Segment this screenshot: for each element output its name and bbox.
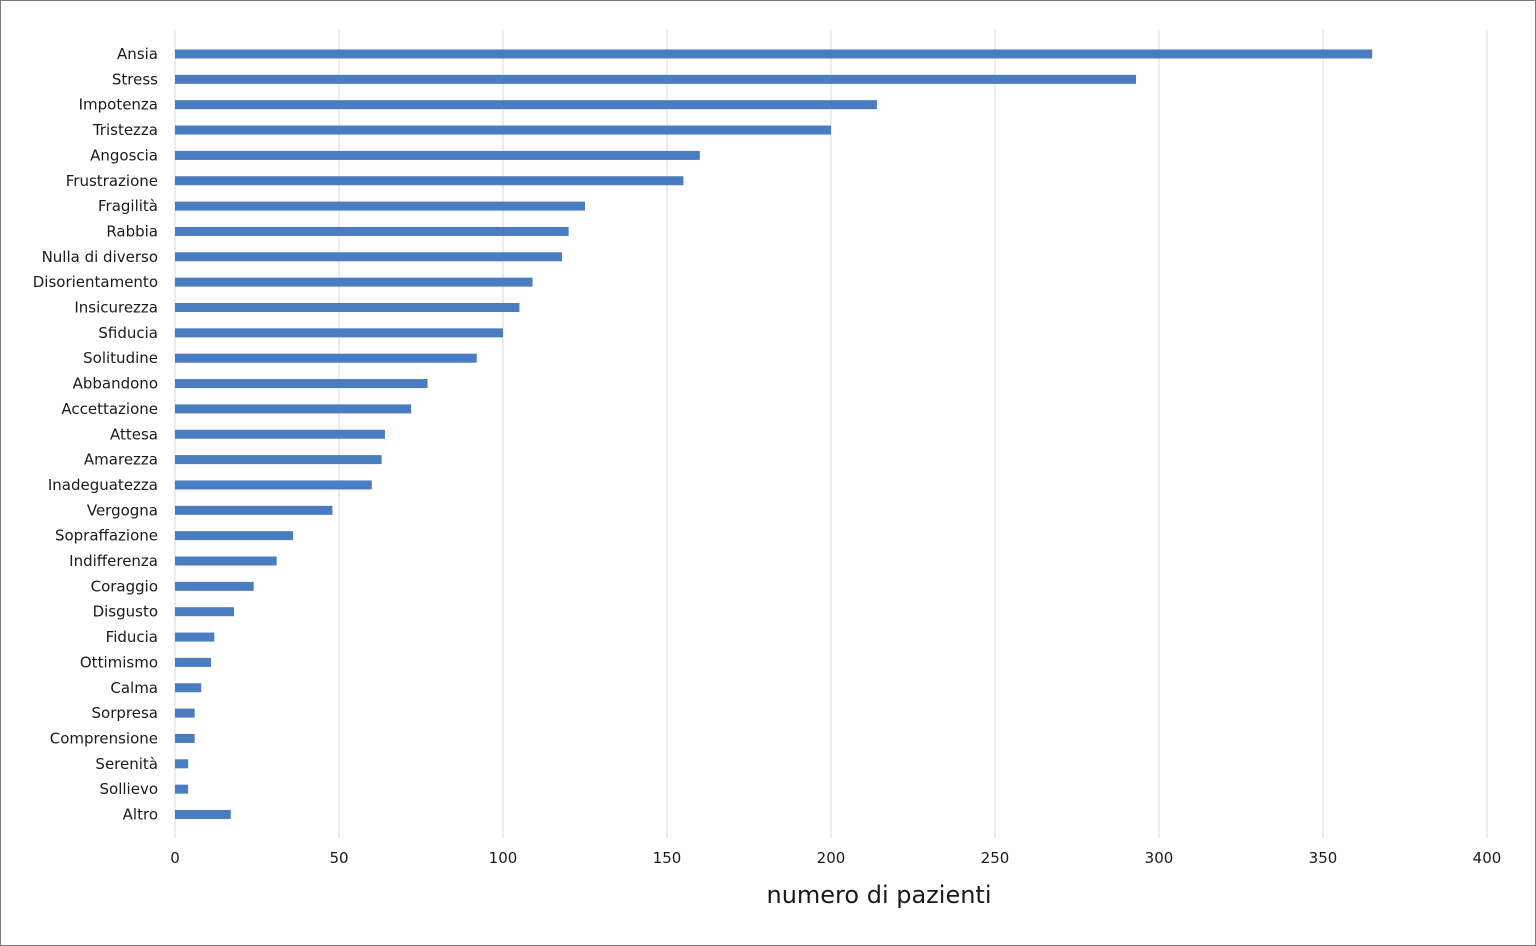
bar-serenità bbox=[175, 759, 189, 769]
bar-attesa bbox=[175, 429, 385, 439]
category-label: Ottimismo bbox=[80, 653, 158, 671]
bar-inadeguatezza bbox=[175, 480, 372, 490]
category-label: Impotenza bbox=[79, 96, 158, 114]
bar-ottimismo bbox=[175, 657, 212, 667]
bar-sfiducia bbox=[175, 328, 503, 338]
category-labels: Ansia Stress Impotenza Tristezza Angoscia Fru… bbox=[33, 45, 158, 824]
bar-vergogna bbox=[175, 505, 333, 515]
x-axis-title: numero di pazienti bbox=[766, 881, 991, 909]
bar-sollievo bbox=[175, 784, 189, 794]
category-label: Serenità bbox=[95, 755, 158, 773]
category-label: Coraggio bbox=[91, 577, 158, 595]
bar-ansia bbox=[175, 49, 1373, 59]
bar-sorpresa bbox=[175, 708, 195, 718]
bar-abbandono bbox=[175, 379, 428, 389]
bar-sopraffazione bbox=[175, 531, 294, 541]
category-label: Calma bbox=[110, 679, 158, 697]
x-tick-label: 150 bbox=[653, 849, 682, 867]
category-label: Rabbia bbox=[106, 222, 158, 240]
category-label: Stress bbox=[112, 70, 158, 88]
bar-rabbia bbox=[175, 226, 569, 236]
bar-nulla-di-diverso bbox=[175, 252, 563, 262]
category-label: Abbandono bbox=[73, 375, 158, 393]
category-label: Sopraffazione bbox=[55, 527, 158, 545]
category-label: Indifferenza bbox=[69, 552, 158, 570]
bar-fragilità bbox=[175, 201, 585, 211]
bar-solitudine bbox=[175, 353, 477, 363]
gridlines bbox=[174, 30, 1488, 838]
x-tick-labels: 0 50 100 150 200 250 300 350 400 bbox=[170, 849, 1501, 867]
category-label: Ansia bbox=[117, 45, 158, 63]
bar-frustrazione bbox=[175, 176, 684, 186]
bars bbox=[175, 49, 1373, 819]
category-label: Disorientamento bbox=[33, 273, 158, 291]
category-label: Angoscia bbox=[90, 146, 158, 164]
x-tick-label: 400 bbox=[1473, 849, 1502, 867]
bar-impotenza bbox=[175, 100, 877, 110]
bar-insicurezza bbox=[175, 303, 520, 312]
bar-disorientamento bbox=[175, 277, 533, 287]
x-tick-label: 350 bbox=[1309, 849, 1338, 867]
category-label: Fiducia bbox=[106, 628, 158, 646]
bar-comprensione bbox=[175, 733, 195, 743]
bar-tristezza bbox=[175, 125, 831, 135]
bar-indifferenza bbox=[175, 556, 277, 566]
x-tick-label: 100 bbox=[489, 849, 518, 867]
category-label: Altro bbox=[123, 806, 158, 824]
category-label: Accettazione bbox=[61, 400, 158, 418]
category-label: Nulla di diverso bbox=[42, 248, 158, 266]
category-label: Frustrazione bbox=[66, 172, 158, 190]
bar-calma bbox=[175, 683, 202, 693]
category-label: Amarezza bbox=[84, 451, 158, 469]
bar-altro bbox=[175, 810, 231, 819]
category-label: Sfiducia bbox=[98, 324, 158, 342]
category-label: Inadeguatezza bbox=[48, 476, 158, 494]
category-label: Fragilità bbox=[98, 197, 158, 215]
bar-stress bbox=[175, 74, 1137, 84]
bar-fiducia bbox=[175, 632, 215, 642]
category-label: Tristezza bbox=[92, 121, 158, 139]
x-tick-label: 300 bbox=[1145, 849, 1174, 867]
category-label: Solitudine bbox=[83, 349, 158, 367]
bar-accettazione bbox=[175, 404, 412, 414]
x-tick-label: 250 bbox=[981, 849, 1010, 867]
x-tick-label: 200 bbox=[817, 849, 846, 867]
bar-angoscia bbox=[175, 150, 700, 160]
category-label: Disgusto bbox=[93, 603, 158, 621]
x-tick-label: 50 bbox=[329, 849, 348, 867]
x-tick-label: 0 bbox=[170, 849, 180, 867]
category-label: Attesa bbox=[110, 425, 158, 443]
bar-disgusto bbox=[175, 607, 235, 617]
category-label: Sollievo bbox=[100, 780, 158, 798]
bar-amarezza bbox=[175, 455, 382, 465]
category-label: Insicurezza bbox=[74, 299, 158, 317]
category-label: Comprensione bbox=[50, 729, 158, 747]
category-label: Vergogna bbox=[87, 501, 158, 519]
bar-coraggio bbox=[175, 581, 254, 591]
category-label: Sorpresa bbox=[92, 704, 158, 722]
